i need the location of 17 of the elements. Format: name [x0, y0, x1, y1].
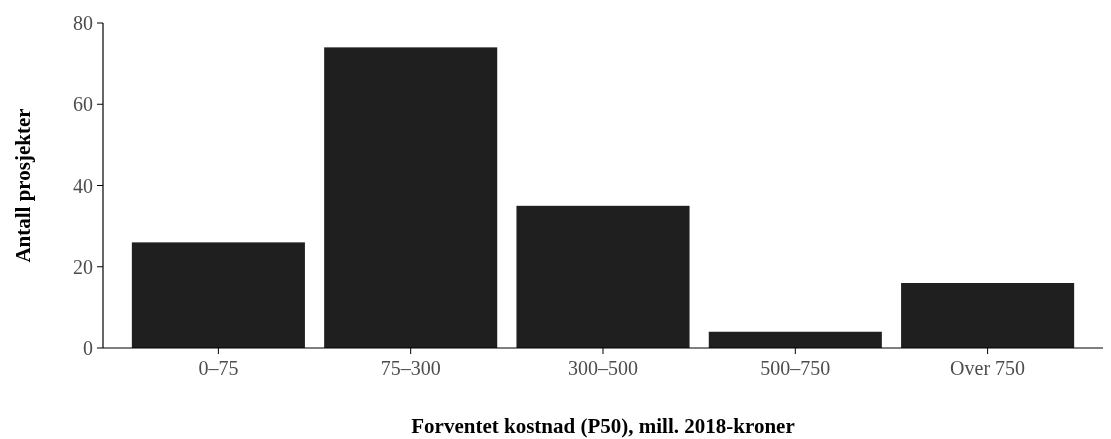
x-tick-label: 300–500 — [568, 357, 638, 379]
x-tick-label: Over 750 — [950, 357, 1026, 379]
bar — [708, 331, 882, 348]
x-tick-label: 500–750 — [760, 357, 831, 379]
bar — [516, 205, 690, 348]
bar — [324, 47, 498, 348]
x-tick-label: 0–75 — [198, 357, 239, 379]
bar — [131, 242, 305, 348]
y-axis-title: Antall prosjekter — [11, 108, 35, 263]
y-tick-label: 20 — [73, 255, 93, 278]
x-axis-title: Forventet kostnad (P50), mill. 2018-kroner — [411, 414, 795, 438]
y-tick-label: 60 — [73, 93, 93, 116]
x-tick-label: 75–300 — [380, 357, 441, 379]
bar — [901, 283, 1075, 348]
y-tick-label: 80 — [73, 12, 93, 34]
y-tick-label: 40 — [73, 174, 93, 197]
y-tick-label: 0 — [83, 337, 93, 359]
